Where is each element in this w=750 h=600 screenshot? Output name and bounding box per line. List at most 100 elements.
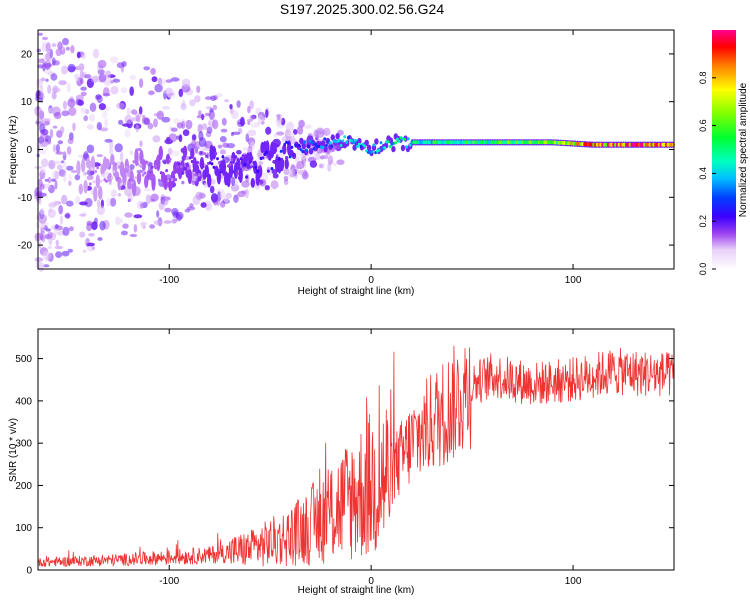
noise-blob <box>165 79 173 83</box>
noise-blob <box>277 114 281 121</box>
ridge-cell <box>150 165 154 169</box>
noise-blob <box>51 178 56 182</box>
ridge-cell <box>352 141 356 145</box>
ridge-cell <box>357 142 361 146</box>
ridge-cell <box>105 179 108 183</box>
noise-blob <box>55 224 59 229</box>
colorbar-tick-label: 0.2 <box>698 215 708 228</box>
noise-blob <box>39 232 44 241</box>
noise-blob <box>288 171 295 178</box>
noise-blob <box>285 155 289 160</box>
ridge-halo <box>250 177 255 188</box>
noise-blob <box>209 185 215 194</box>
noise-blob <box>171 150 180 157</box>
noise-blob <box>194 95 201 103</box>
noise-blob <box>58 80 67 86</box>
ridge-halo <box>78 183 84 195</box>
noise-blob <box>82 53 86 60</box>
ridge-cell <box>328 141 332 145</box>
colorbar-scale <box>712 30 736 269</box>
noise-blob <box>39 142 48 148</box>
noise-blob <box>143 188 153 192</box>
noise-blob <box>116 102 125 110</box>
ridge-halo <box>83 179 88 194</box>
noise-blob <box>288 121 294 128</box>
colorbar-tick-label: 0.8 <box>698 72 708 85</box>
ridge-cell <box>321 145 325 150</box>
noise-blob <box>66 146 72 155</box>
noise-blob <box>52 144 57 153</box>
noise-blob <box>129 74 137 81</box>
noise-blob <box>229 104 233 110</box>
ridge-halo <box>391 145 396 153</box>
ridge-cell <box>323 137 327 141</box>
ridge-cell <box>107 175 110 179</box>
ridge-cell <box>263 152 267 156</box>
noise-blob <box>297 125 303 135</box>
noise-blob <box>58 205 64 215</box>
ridge-cell <box>197 173 201 177</box>
ridge-cell <box>279 149 283 153</box>
noise-blob <box>43 264 50 268</box>
snr-y-tick-label: 300 <box>15 439 32 450</box>
ridge-cell <box>201 165 205 169</box>
ridge-cell <box>194 173 198 177</box>
noise-blob <box>143 117 151 125</box>
spectrogram-y-tick-label: 0 <box>26 145 32 156</box>
noise-blob <box>47 118 51 122</box>
ridge-halo <box>117 176 122 191</box>
ridge-cell <box>292 153 296 157</box>
ridge-cell <box>232 170 236 174</box>
noise-blob <box>55 151 64 155</box>
ridge-cell <box>118 165 121 169</box>
ridge-halo <box>187 168 192 185</box>
noise-blob <box>152 135 161 143</box>
noise-blob <box>89 113 95 122</box>
ridge-cell <box>265 150 268 154</box>
noise-blob <box>121 61 127 67</box>
colorbar-tick-label: 0.6 <box>698 119 708 132</box>
noise-blob <box>60 194 68 205</box>
noise-blob <box>210 193 218 203</box>
noise-blob <box>60 126 65 134</box>
noise-blob <box>196 85 201 94</box>
ridge-halo <box>151 173 156 191</box>
ridge-cell <box>183 167 187 171</box>
noise-blob <box>198 137 207 148</box>
noise-blob <box>191 134 197 141</box>
ridge-cell <box>406 137 410 141</box>
noise-blob <box>43 63 53 68</box>
noise-blob <box>124 114 133 125</box>
noise-blob <box>54 180 58 190</box>
noise-blob <box>110 189 117 198</box>
noise-blob <box>66 82 71 93</box>
noise-blob <box>57 41 63 50</box>
noise-blob <box>161 116 171 123</box>
noise-blob <box>66 46 70 51</box>
noise-blob <box>327 162 332 172</box>
noise-blob <box>51 91 57 100</box>
noise-blob <box>53 111 62 120</box>
ridge-halo <box>105 158 110 170</box>
noise-blob <box>38 262 45 272</box>
ridge-halo <box>388 137 394 144</box>
ridge-cell <box>156 156 159 161</box>
noise-blob <box>178 134 183 143</box>
ridge-cell <box>359 144 363 148</box>
noise-blob <box>45 78 49 82</box>
snr-x-tick-label: 100 <box>565 576 582 587</box>
ridge-cell <box>234 155 238 159</box>
ridge-halo <box>190 147 195 159</box>
snr-axes: -100 0 100 0 100 200 300 400 500 <box>15 329 674 587</box>
noise-blob <box>243 146 247 151</box>
spectrogram-scatter-layer <box>34 32 345 272</box>
snr-y-tick-label: 200 <box>15 481 32 492</box>
noise-blob <box>52 85 59 94</box>
noise-blob <box>104 138 113 143</box>
ridge-cell <box>261 156 265 160</box>
noise-blob <box>96 154 103 158</box>
ridge-cell <box>161 172 165 176</box>
ridge-cell <box>290 145 294 149</box>
noise-blob <box>117 193 122 197</box>
